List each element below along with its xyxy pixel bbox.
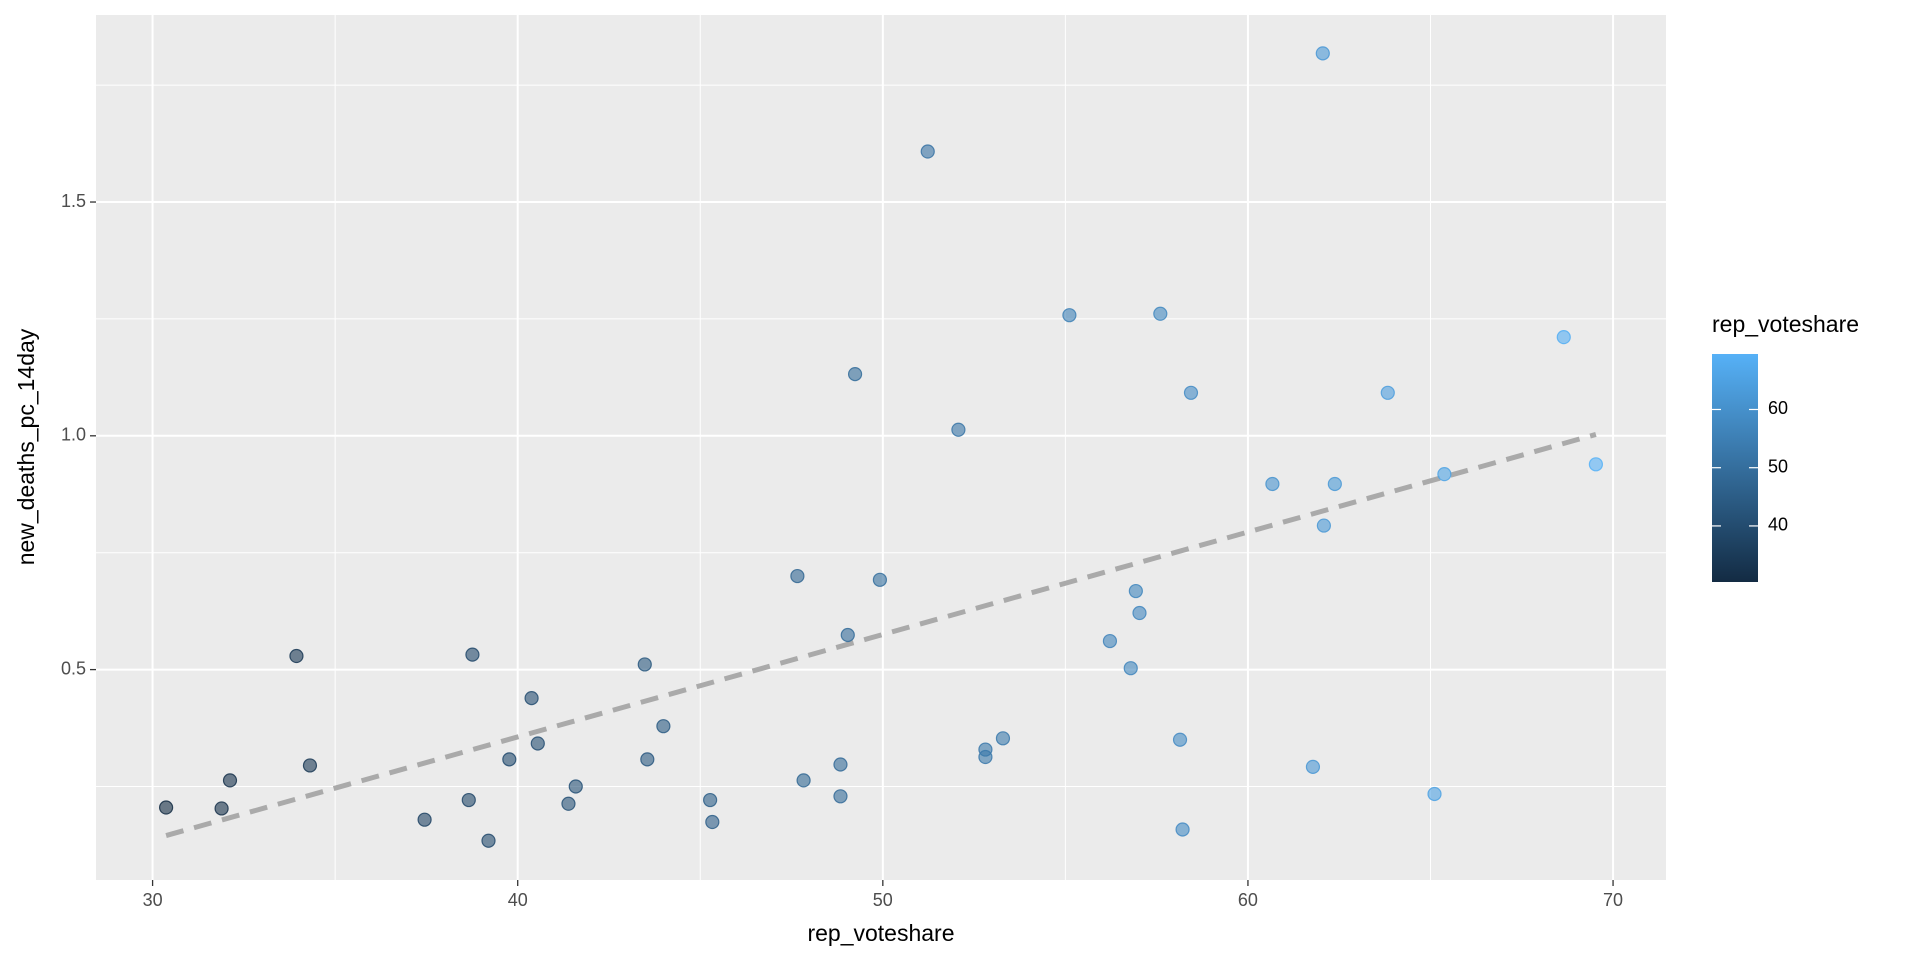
point [481, 833, 496, 848]
point [1437, 467, 1452, 482]
legend-label: 50 [1768, 456, 1788, 476]
point [637, 657, 652, 672]
y-tick-label: 1.5 [61, 191, 86, 211]
point [1316, 518, 1331, 533]
point [705, 814, 720, 830]
point [978, 749, 993, 765]
point [1588, 457, 1603, 472]
point [159, 800, 174, 815]
point [833, 757, 848, 772]
legend-label: 60 [1768, 398, 1788, 418]
point [568, 779, 583, 794]
point [951, 422, 966, 437]
point [1265, 476, 1280, 492]
point [1380, 385, 1395, 400]
y-tick-label: 1.0 [61, 425, 86, 445]
point [1172, 732, 1188, 747]
point [640, 752, 655, 767]
x-tick-label: 70 [1603, 890, 1623, 910]
point [1123, 661, 1138, 676]
point [833, 789, 848, 804]
point [872, 572, 888, 587]
legend-title: rep_voteshare [1712, 311, 1859, 337]
point [561, 796, 576, 811]
point [1305, 759, 1321, 774]
point [1132, 605, 1147, 621]
x-tick-label: 40 [508, 890, 528, 910]
point [214, 801, 229, 816]
point [1102, 633, 1118, 649]
point [847, 366, 863, 382]
point [920, 144, 935, 159]
point [222, 773, 238, 788]
point [1556, 330, 1571, 345]
x-tick-label: 50 [873, 890, 893, 910]
y-axis-title: new_deaths_pc_14day [13, 328, 39, 565]
point [1175, 822, 1190, 837]
point [502, 752, 517, 767]
point [995, 731, 1011, 746]
plot-background [96, 15, 1666, 880]
point [289, 648, 304, 664]
legend-label: 40 [1768, 515, 1788, 535]
trend-line [165, 432, 1597, 838]
point [656, 719, 671, 734]
point [1128, 583, 1143, 599]
point [703, 792, 718, 808]
x-tick-label: 60 [1238, 890, 1258, 910]
x-axis-title: rep_voteshare [807, 920, 954, 946]
point [1327, 476, 1342, 492]
point [1183, 385, 1199, 400]
point [1315, 46, 1330, 61]
point [796, 773, 811, 788]
point [1062, 308, 1077, 323]
point [790, 568, 805, 584]
point [461, 792, 476, 808]
point [524, 691, 539, 706]
x-tick-label: 30 [143, 890, 163, 910]
point [302, 758, 318, 773]
point [840, 627, 855, 643]
y-tick-label: 0.5 [61, 658, 86, 678]
point [465, 647, 480, 662]
point [530, 736, 545, 751]
point [417, 812, 432, 827]
point [1427, 786, 1442, 802]
point [1153, 306, 1168, 321]
